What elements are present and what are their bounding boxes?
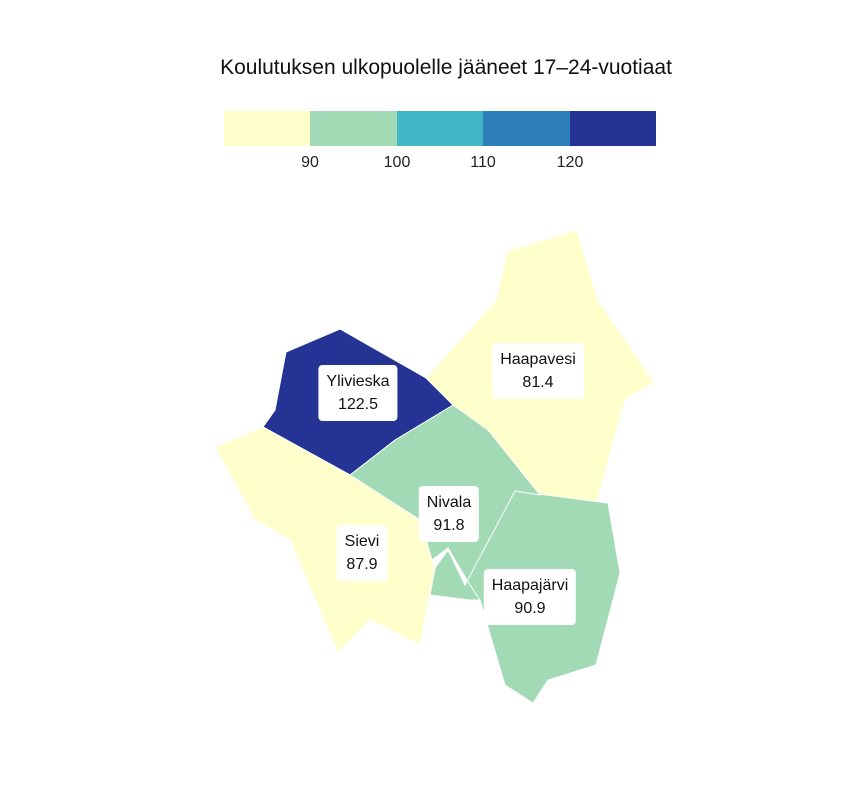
legend-swatch-5 (569, 111, 657, 146)
region-value: 91.8 (433, 517, 465, 534)
region-value: 90.9 (514, 600, 546, 617)
legend-swatch-3 (396, 111, 484, 146)
region-label: Haapajärvi 90.9 (483, 569, 577, 625)
legend-tick: 120 (556, 154, 584, 171)
legend-ticks: 90 100 110 120 (0, 154, 864, 176)
map-title: Koulutuksen ulkopuolelle jääneet 17–24-v… (220, 56, 672, 79)
legend-swatch-4 (483, 111, 570, 146)
color-legend (224, 111, 657, 146)
region-name: Ylivieska (326, 373, 390, 390)
region-name: Sievi (344, 533, 380, 550)
region-name: Haapajärvi (491, 577, 569, 594)
region-name: Nivala (426, 494, 472, 511)
region-label: Nivala 91.8 (418, 486, 480, 542)
legend-tick: 90 (301, 154, 319, 171)
region-value: 122.5 (337, 396, 379, 413)
region-value: 87.9 (346, 556, 378, 573)
region-label: Ylivieska 122.5 (318, 365, 398, 421)
region-label: Haapavesi 81.4 (492, 343, 584, 399)
legend-tick: 100 (383, 154, 411, 171)
region-label: Sievi 87.9 (336, 525, 388, 581)
legend-swatch-1 (224, 111, 311, 146)
region-value: 81.4 (522, 374, 554, 391)
legend-tick: 110 (470, 154, 496, 171)
region-name: Haapavesi (500, 351, 576, 368)
legend-swatch-2 (310, 111, 397, 146)
region-sievi[interactable] (214, 426, 436, 654)
